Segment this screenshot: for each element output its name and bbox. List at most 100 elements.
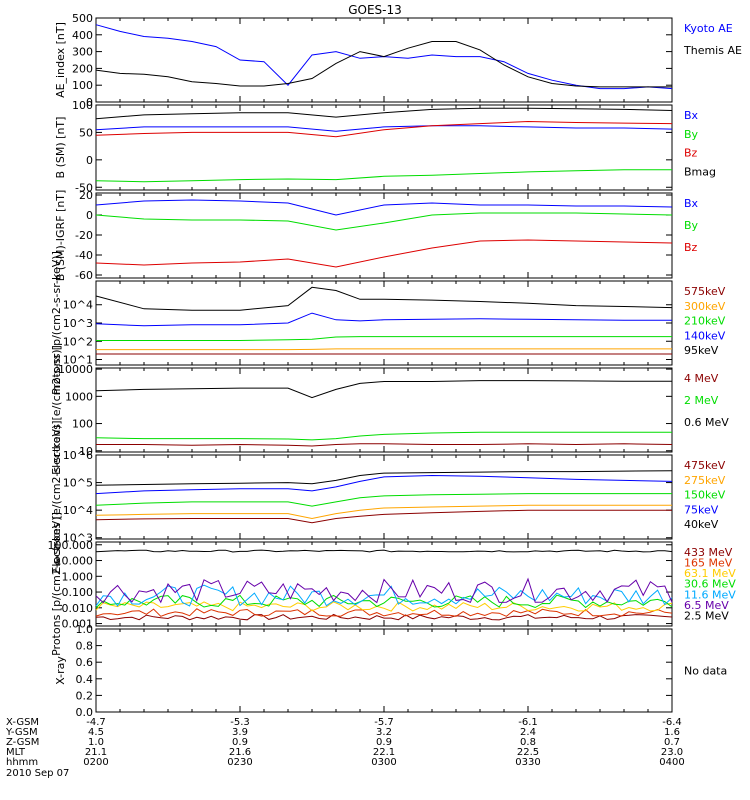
legend-label: 75keV [684, 503, 719, 516]
legend-label: 275keV [684, 474, 726, 487]
legend-label: 2 MeV [684, 394, 719, 407]
x-axis-value: 4.5 [88, 727, 104, 738]
x-axis-row-label: X-GSM [6, 717, 39, 728]
legend-label: 210keV [684, 315, 726, 328]
y-tick-label: -50 [75, 181, 93, 194]
y-tick-label: 100.000 [48, 539, 94, 552]
legend-label: 6.5 MeV [684, 599, 729, 612]
series-line-275kev [95, 504, 672, 520]
panel-2: -50 0 50 100 B (SM) [nT] Bx By Bz Bmag [54, 99, 716, 194]
series-line-bmag [95, 107, 673, 120]
date-label: 2010 Sep 07 [6, 768, 69, 779]
series-line-bz [95, 239, 673, 268]
series-line-433-mev [95, 613, 673, 621]
y-tick-label: 20 [79, 189, 93, 202]
series-line-bx [95, 125, 673, 132]
x-axis-value: 1.6 [664, 727, 680, 738]
x-axis-value: 23.0 [661, 747, 683, 758]
x-axis-value: 22.1 [373, 747, 395, 758]
y-tick-label: 10.000 [55, 555, 94, 568]
legend-label: 300keV [684, 300, 726, 313]
series-line-2-mev [95, 431, 672, 441]
no-data-note: No data [684, 665, 727, 678]
y-axis-label: Protons [p/(cm2-s-sr-keV)] [50, 251, 63, 395]
y-axis-label: B (SM) [nT] [54, 117, 67, 179]
y-tick-label: 200 [72, 62, 93, 75]
y-axis-label: AE_index [nT] [54, 22, 67, 98]
y-tick-label: 10000 [58, 363, 93, 376]
x-axis-value: -5.7 [374, 717, 394, 728]
y-tick-label: 50 [79, 126, 93, 139]
y-tick-label: 1000 [65, 390, 93, 403]
series-line-40kev [95, 470, 673, 486]
y-tick-label: 0.010 [62, 602, 94, 615]
y-axis-label: Electrons [e/(cm2-s-sr)] [50, 345, 63, 475]
legend-label: 475keV [684, 459, 726, 472]
y-tick-label: 1.000 [62, 570, 94, 583]
y-tick-label: 10^3 [63, 532, 93, 545]
series-line-4-mev [96, 443, 673, 447]
series-line-bx [95, 199, 673, 216]
legend-label: 140keV [684, 329, 726, 342]
series-line-75kev [95, 474, 673, 495]
legend-label: 433 MeV [684, 546, 733, 559]
y-tick-label: 0.6 [76, 656, 94, 669]
series-line-475kev [95, 509, 672, 524]
series-line-165-mev [95, 608, 673, 617]
x-axis-value: 22.5 [517, 747, 539, 758]
y-tick-label: 0.2 [76, 689, 94, 702]
panel-3: -60 -40 -20 0 20 B (SM)-IGRF [nT] Bx By Bz [54, 189, 699, 282]
series-line-300kev [96, 348, 672, 351]
x-axis-value: 0.9 [232, 737, 248, 748]
x-axis-value: 0300 [371, 757, 396, 768]
series-line-by [95, 212, 673, 231]
legend-label: 63.1 MeV [684, 567, 736, 580]
legend-label: 30.6 MeV [684, 578, 736, 591]
legend-label: 0.6 MeV [684, 416, 729, 429]
x-axis-value: 2.4 [520, 727, 536, 738]
panel-frame [95, 280, 673, 366]
y-tick-label: 0.0 [76, 706, 94, 719]
legend-label: 2.5 MeV [684, 609, 729, 622]
series-line-0-6-mev [95, 380, 672, 399]
y-tick-label: 500 [72, 12, 93, 25]
x-axis-value: 3.2 [376, 727, 392, 738]
series-line-140kev [95, 312, 672, 327]
panel-8: 0.0 0.2 0.4 0.6 0.8 1.0 X-ray No data [54, 623, 727, 719]
series-line-by [95, 169, 672, 183]
legend-label: 40keV [684, 518, 719, 531]
y-tick-label: 0 [86, 154, 93, 167]
y-tick-label: 300 [72, 46, 93, 59]
y-tick-label: 0 [86, 209, 93, 222]
x-axis-value: -6.4 [662, 717, 682, 728]
x-axis-value: -6.1 [518, 717, 538, 728]
y-tick-label: 0.4 [76, 673, 94, 686]
series-line-150kev [95, 493, 672, 507]
series-line-themis-ae [95, 41, 672, 88]
y-tick-label: 100 [72, 79, 93, 92]
y-tick-label: -20 [75, 229, 93, 242]
legend-label: 11.6 MeV [684, 588, 736, 601]
legend-label: By [684, 219, 699, 232]
legend-label: Bz [684, 241, 698, 254]
y-tick-label: 10 [79, 445, 93, 458]
legend-label: Bx [684, 197, 699, 210]
x-axis-row-label: Z-GSM [6, 737, 39, 748]
legend-label: 165 MeV [684, 557, 733, 570]
panel-7: 0.001 0.010 0.100 1.000 10.000 100.000Protons… [48, 512, 737, 656]
panel-frame [95, 628, 673, 713]
legend-label: Bz [684, 147, 698, 160]
series-line-bz [95, 120, 673, 138]
y-tick-label: 10^5 [63, 477, 93, 490]
x-axis-value: 1.0 [88, 737, 104, 748]
x-axis-value: 3.9 [232, 727, 248, 738]
x-axis-value: 0400 [659, 757, 684, 768]
x-axis-row-label: Y-GSM [5, 727, 38, 738]
